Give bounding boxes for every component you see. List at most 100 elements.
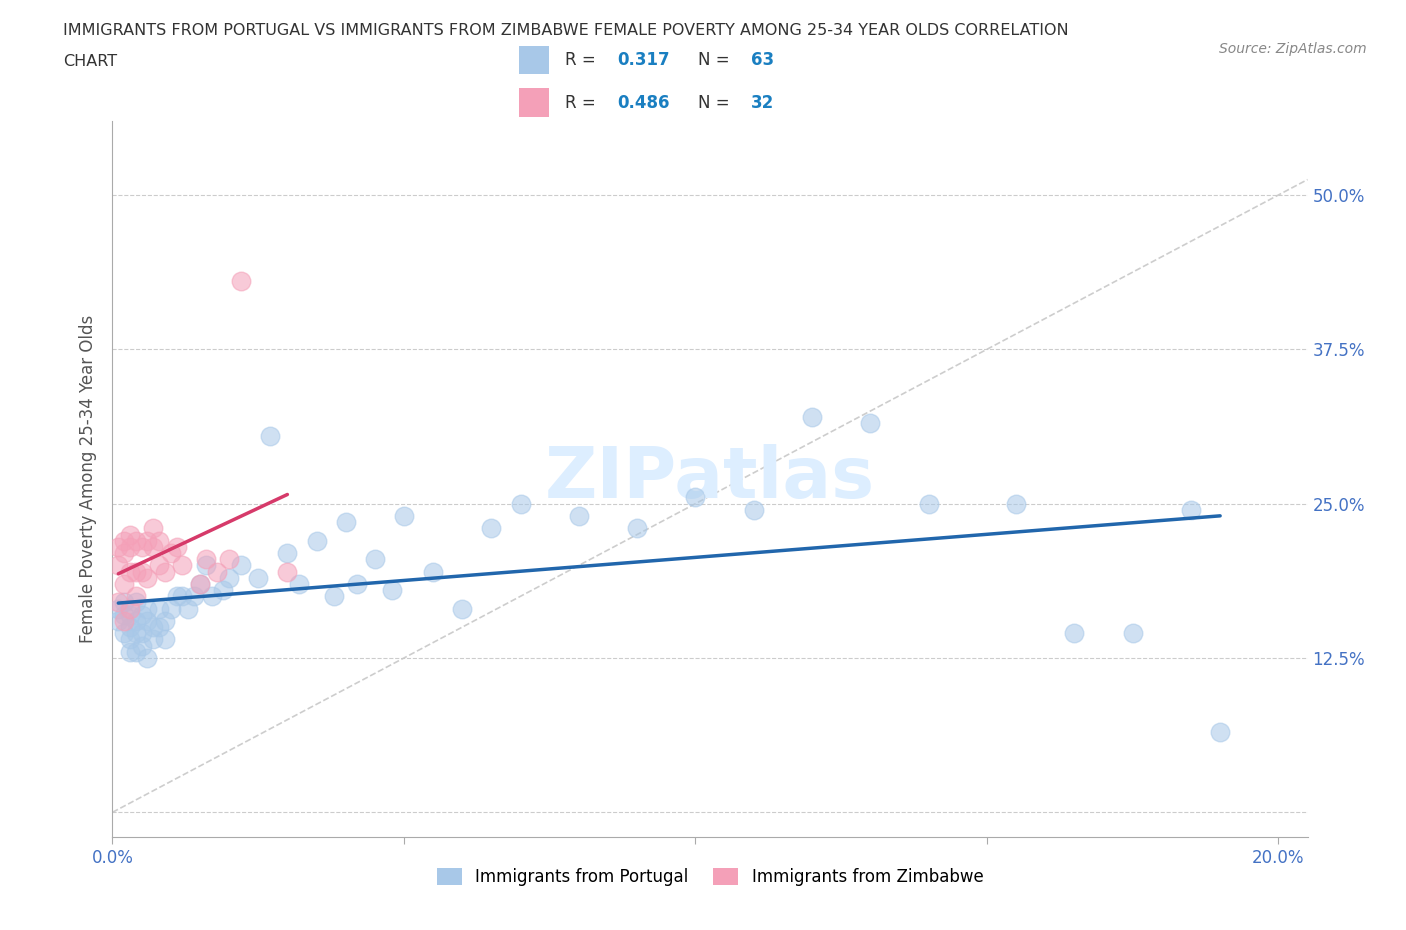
Text: IMMIGRANTS FROM PORTUGAL VS IMMIGRANTS FROM ZIMBABWE FEMALE POVERTY AMONG 25-34 : IMMIGRANTS FROM PORTUGAL VS IMMIGRANTS F… [63,23,1069,38]
Point [200,589,222,604]
Point [207,565,229,579]
Point [136,651,159,666]
Text: N =: N = [697,94,730,112]
Point [136,570,159,585]
Text: CHART: CHART [63,54,117,69]
Text: R =: R = [565,94,596,112]
Point [136,601,159,616]
Point [125,565,148,579]
Point [118,527,141,542]
Point [131,626,153,641]
Point [142,632,165,647]
Point [118,565,141,579]
Point [626,521,648,536]
Point [364,551,387,566]
Point [131,638,153,653]
Point [422,565,444,579]
Point [172,589,194,604]
Point [153,614,176,629]
Point [125,533,148,548]
Point [136,533,159,548]
Point [323,589,346,604]
Point [172,558,194,573]
Point [112,595,135,610]
Point [801,410,824,425]
Point [183,589,205,604]
Point [148,558,170,573]
Point [509,497,531,512]
Point [142,539,165,554]
Point [112,626,135,641]
Point [131,539,153,554]
Text: 32: 32 [751,94,773,112]
Point [229,274,252,289]
Point [1005,497,1028,512]
Point [125,644,148,659]
Text: 0.317: 0.317 [617,51,671,69]
Point [142,521,165,536]
Point [148,619,170,634]
Point [685,490,707,505]
Point [194,558,217,573]
Point [229,558,252,573]
Point [125,614,148,629]
Point [346,577,368,591]
Point [188,577,211,591]
Point [1209,724,1232,739]
Point [148,533,170,548]
Point [859,416,882,431]
Point [212,582,235,597]
Point [131,565,153,579]
Point [194,551,217,566]
Point [276,565,298,579]
Point [112,546,135,561]
Point [142,619,165,634]
Point [1180,502,1202,517]
Point [166,589,188,604]
Text: 0.486: 0.486 [617,94,671,112]
Point [125,595,148,610]
Point [276,546,298,561]
Point [107,601,129,616]
Point [335,514,357,529]
FancyBboxPatch shape [519,88,550,117]
Point [305,533,328,548]
Point [118,601,141,616]
Text: R =: R = [565,51,596,69]
Text: Source: ZipAtlas.com: Source: ZipAtlas.com [1219,42,1367,56]
Point [481,521,503,536]
Point [153,632,176,647]
Point [166,539,188,554]
Point [118,619,141,634]
Point [159,546,181,561]
Point [259,429,281,444]
Point [218,551,240,566]
Text: N =: N = [697,51,730,69]
Point [381,582,404,597]
Point [118,632,141,647]
Point [392,509,415,524]
Point [451,601,474,616]
Point [218,570,240,585]
Point [107,558,129,573]
Point [188,577,211,591]
Point [125,626,148,641]
Point [112,614,135,629]
Point [125,589,148,604]
Point [917,497,939,512]
Point [177,601,200,616]
Point [153,565,176,579]
Point [159,601,181,616]
FancyBboxPatch shape [519,46,550,74]
Point [1122,626,1144,641]
Point [1063,626,1085,641]
Point [288,577,311,591]
Point [112,533,135,548]
Y-axis label: Female Poverty Among 25-34 Year Olds: Female Poverty Among 25-34 Year Olds [79,315,97,643]
Point [131,607,153,622]
Point [107,595,129,610]
Text: 63: 63 [751,51,773,69]
Point [148,601,170,616]
Point [118,607,141,622]
Point [247,570,270,585]
